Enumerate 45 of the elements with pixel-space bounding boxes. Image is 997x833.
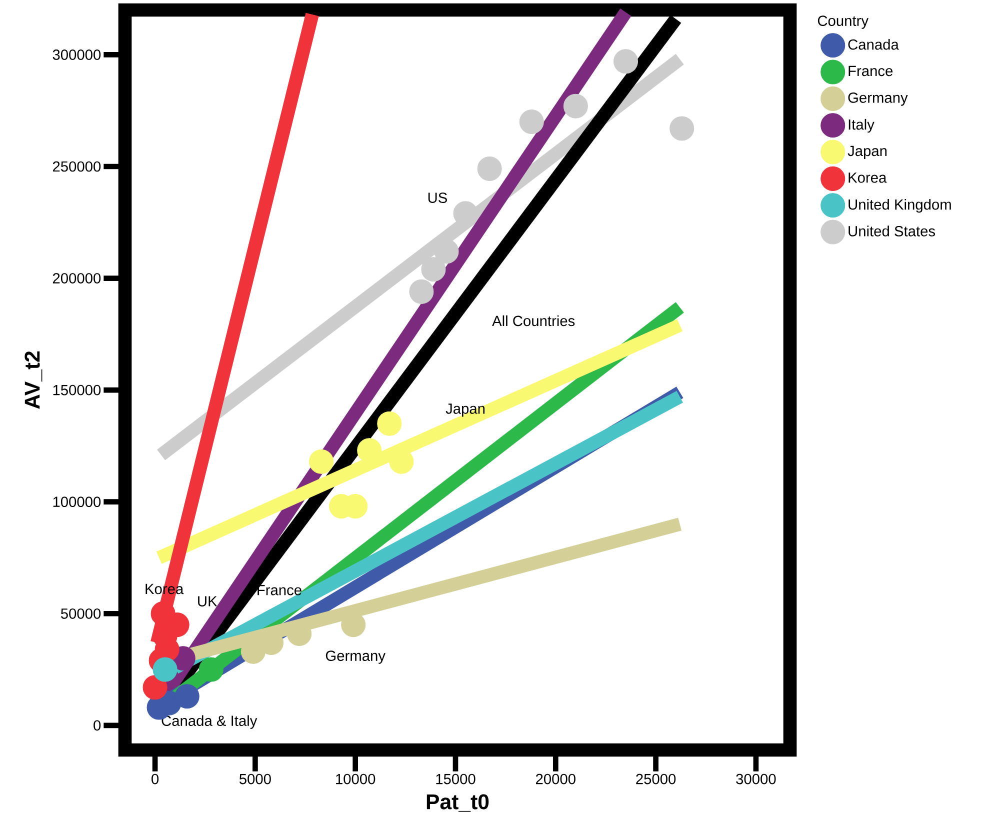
point bbox=[434, 239, 459, 264]
annotation: All Countries bbox=[492, 315, 575, 326]
annotation: UK bbox=[198, 596, 218, 606]
x-tick-label: 15000 bbox=[436, 774, 476, 784]
y-tick-label: 50000 bbox=[60, 608, 101, 619]
annotation: US bbox=[428, 192, 447, 203]
point bbox=[519, 110, 544, 134]
annotation: France bbox=[258, 585, 302, 596]
x-axis-title: Pat_t0 bbox=[426, 794, 489, 812]
y-tick-label: 200000 bbox=[52, 273, 101, 284]
x-tick-label: 20000 bbox=[536, 774, 576, 784]
x-tick-label: 10000 bbox=[336, 774, 376, 784]
legend-title: Country bbox=[818, 16, 868, 29]
point bbox=[142, 675, 168, 700]
x-tick-label: 0 bbox=[152, 774, 159, 784]
y-tick-label: 150000 bbox=[53, 384, 101, 396]
point bbox=[377, 411, 402, 436]
y-tick-label: 0 bbox=[94, 720, 101, 731]
point bbox=[152, 657, 178, 682]
point bbox=[309, 449, 334, 474]
legend-label: Germany bbox=[848, 92, 908, 106]
legend-label: Italy bbox=[848, 118, 874, 133]
point bbox=[613, 49, 638, 74]
legend-label: Japan bbox=[848, 146, 887, 160]
point bbox=[670, 116, 694, 141]
point bbox=[563, 94, 588, 118]
point bbox=[477, 156, 502, 181]
legend-label: United Kingdom bbox=[848, 198, 951, 213]
y-tick-label: 100000 bbox=[53, 496, 101, 508]
y-axis-title: AV_t2 bbox=[24, 351, 42, 409]
annotation: Canada & Italy bbox=[162, 715, 258, 729]
y-tick-label: 300000 bbox=[52, 50, 101, 60]
x-tick-label: 30000 bbox=[736, 774, 776, 784]
legend-label: United States bbox=[848, 226, 936, 236]
x-tick-label: 5000 bbox=[239, 774, 271, 784]
x-tick-label: 25000 bbox=[636, 774, 676, 784]
point bbox=[409, 279, 434, 304]
annotation: Germany bbox=[326, 650, 386, 664]
point bbox=[174, 684, 200, 709]
point bbox=[198, 657, 224, 682]
point bbox=[421, 257, 446, 282]
y-tick-label: 250000 bbox=[52, 161, 101, 172]
legend-label: France bbox=[848, 66, 893, 76]
legend-label: Canada bbox=[848, 38, 899, 50]
legend-label: Korea bbox=[848, 172, 887, 183]
